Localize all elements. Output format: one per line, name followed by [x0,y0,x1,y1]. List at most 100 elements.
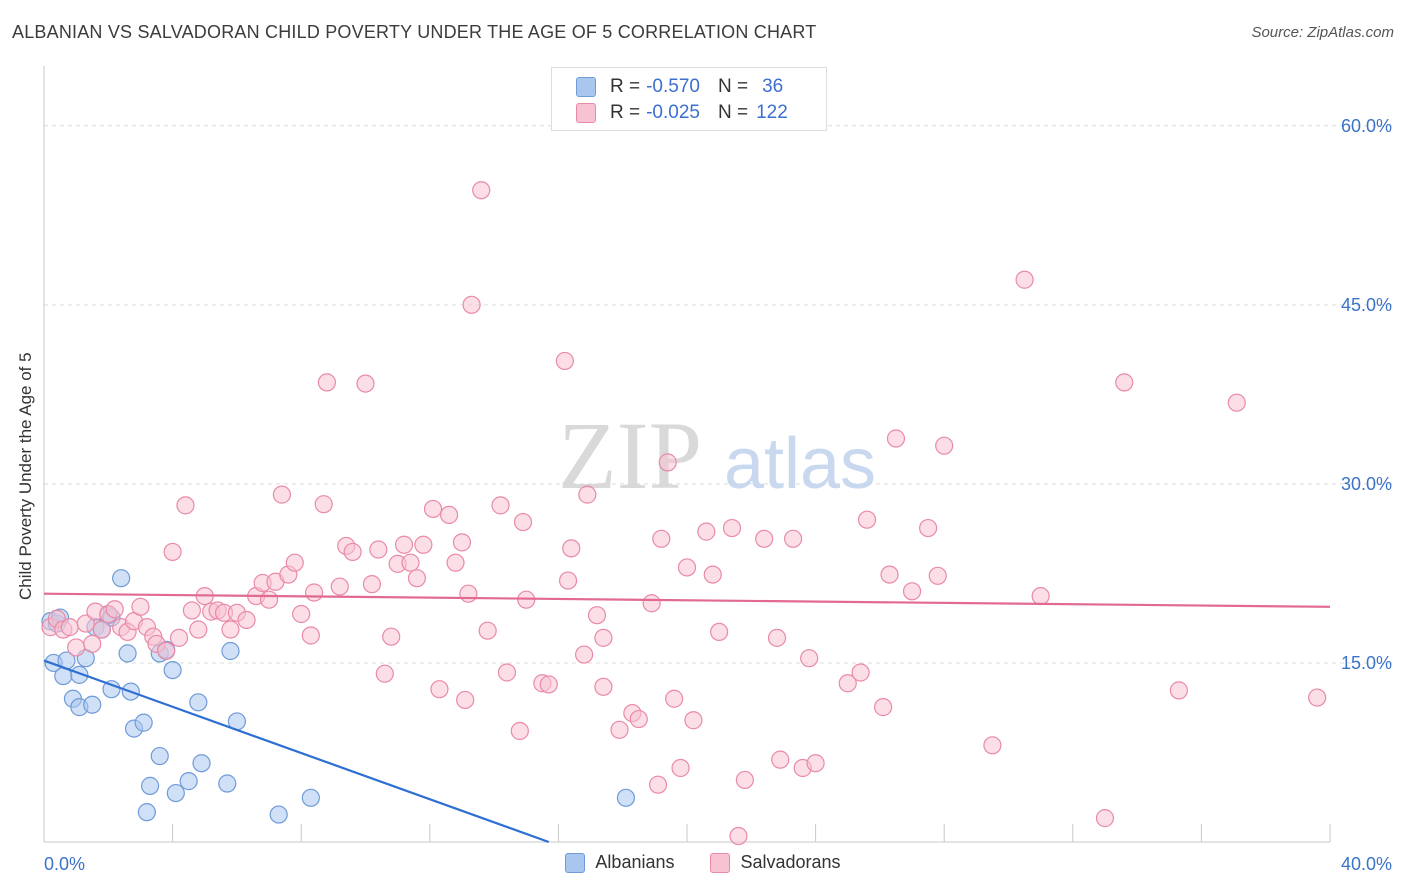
salvadorans-point [375,664,394,683]
albanians-swatch [576,77,596,97]
axes [43,66,1331,843]
salvadorans-point [729,826,748,846]
salvadorans-point [314,495,333,514]
correlation-legend: R = -0.570 N = 36 R = -0.025 N = 122 [551,67,827,131]
source-label: Source: ZipAtlas.com [1251,24,1394,41]
salvadorans-point [497,663,517,682]
albanians-legend-swatch [565,852,586,873]
salvadorans-point [189,620,208,639]
albanians-point [301,788,320,807]
albanians-point [189,693,208,712]
legend-item-albanians[interactable]: Albanians [565,852,674,873]
legend-r-label: R = [610,102,641,123]
legend-item-salvadorans[interactable]: Salvadorans [710,852,841,873]
salvadorans-point [703,565,722,584]
albanians-point [150,746,169,766]
salvadorans-point [558,571,578,590]
albanians-point [179,772,198,791]
salvadorans-legend-label: Salvadorans [740,852,841,872]
y-tick-label: 45.0% [1341,295,1392,315]
legend-n-value: 122 [756,102,788,123]
salvadorans-point [710,622,729,642]
salvadorans-point [919,518,938,538]
salvadorans-point [886,429,906,448]
salvadorans-point [472,181,491,200]
salvadorans-point [771,750,790,769]
albanians-point [218,774,237,793]
salvadorans-point [578,485,597,504]
salvadorans-point [587,606,607,625]
salvadorans-point [1031,586,1050,606]
albanians-legend-label: Albanians [595,852,675,872]
salvadorans-point [382,627,401,646]
albanians-point [166,783,185,803]
salvadorans-point [163,542,182,562]
salvadorans-point [76,614,95,633]
salvadorans-point [272,485,292,504]
salvadorans-point [642,594,661,613]
salvadorans-point [800,649,819,668]
albanians-point [616,788,636,807]
legend-r-value: -0.570 [646,76,700,97]
salvadorans-swatch [576,103,596,123]
salvadorans-point [304,583,324,602]
salvadorans-point [806,754,825,773]
salvadorans-point [362,575,382,594]
salvadorans-point [594,677,613,696]
albanians-point [112,569,131,588]
trend-lines [43,592,1331,844]
albanians-point [83,695,102,714]
legend-n-value: 36 [762,76,784,97]
salvadorans-point [1115,373,1134,392]
salvadorans-point [369,540,388,559]
salvadorans-point [83,634,102,653]
chart-title: ALBANIAN VS SALVADORAN CHILD POVERTY UND… [12,22,817,42]
salvadorans-point [722,518,742,538]
salvadorans-point [414,535,433,554]
y-axis-label: Child Poverty Under the Age of 5 [16,352,35,600]
salvadorans-point [237,610,256,630]
salvadorans-point [105,600,124,619]
salvadorans-point [1015,270,1034,289]
salvadorans-point [221,620,240,639]
salvadorans-point [857,510,877,529]
legend-r-label: R = [610,76,641,97]
salvadorans-point [446,553,465,572]
salvadorans-point [983,736,1002,755]
salvadorans-point [478,621,497,640]
salvadorans-point [285,553,304,572]
y-tick-label: 15.0% [1341,653,1392,673]
legend-r-value: -0.025 [646,102,700,123]
x-tick-label: 40.0% [1341,854,1392,874]
salvadorans-point [343,542,362,562]
albanians-point [102,680,121,699]
salvadorans-point [1227,393,1246,412]
salvadorans-point [652,529,671,548]
salvadorans-point [510,721,529,741]
albanians-point [163,660,182,680]
salvadorans-point [783,529,803,548]
albanians-trend-line [43,659,550,844]
albanians-point [137,803,156,822]
legend-row-albanians: R = -0.570 N = 36 [576,75,783,99]
salvadorans-point [767,628,787,647]
albanians-point [221,641,240,661]
salvadorans-point [439,505,459,525]
salvadorans-point [131,597,150,616]
watermark-atlas: atlas [724,424,876,504]
salvadorans-point [401,553,420,572]
y-tick-label: 30.0% [1341,474,1392,494]
salvadorans-point [677,558,697,577]
salvadorans-point [513,512,533,532]
salvadorans-point [456,690,475,710]
salvadorans-point [539,675,558,694]
legend-n-label: N = [717,102,749,123]
grid-lines [44,125,1392,664]
legend-n-label: N = [717,76,749,97]
salvadorans-point [1095,809,1115,828]
series-legend: Albanians Salvadorans [0,852,1406,873]
salvadorans-point [459,584,478,603]
salvadorans-point [735,770,754,790]
salvadorans-point [462,295,481,314]
